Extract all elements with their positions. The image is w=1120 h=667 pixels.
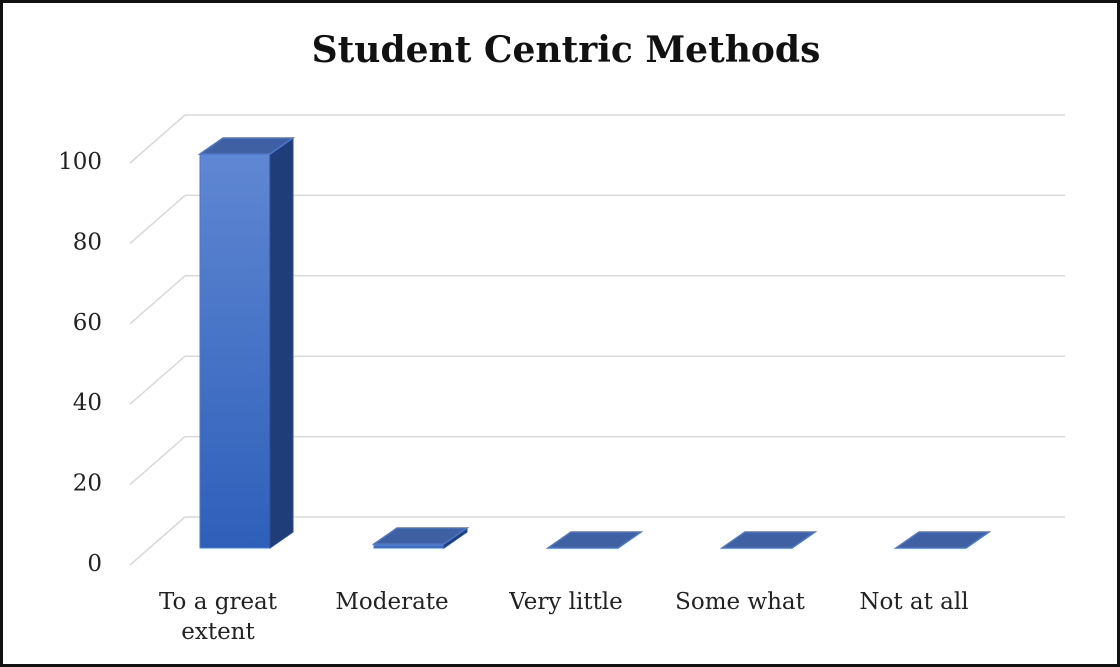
y-tick-label: 20 [73,471,102,497]
grid-line [129,355,186,405]
y-tick-label: 0 [87,551,102,577]
x-tick-label: Some what [675,589,806,615]
bar-top [371,527,470,545]
y-tick-label: 80 [73,229,102,255]
y-tick-label: 100 [58,149,102,175]
grid-line [129,275,186,325]
grid-line [129,114,186,164]
x-tick-label: To a great extent [159,589,278,645]
x-tick-label: Moderate [335,589,448,615]
bar-front [199,153,271,549]
bar-top [893,531,992,549]
grid-line [129,436,186,486]
y-tick-label: 60 [73,310,102,336]
chart-title: Student Centric Methods [312,29,821,71]
x-tick-label: Not at all [859,589,968,615]
bar-top [197,137,296,155]
grid-line [129,194,186,244]
bar-side [269,137,294,549]
grid-line [129,516,186,566]
x-tick-label: Very little [508,589,623,615]
bar-top [719,531,818,549]
bar-top [545,531,644,549]
y-tick-label: 40 [73,390,102,416]
